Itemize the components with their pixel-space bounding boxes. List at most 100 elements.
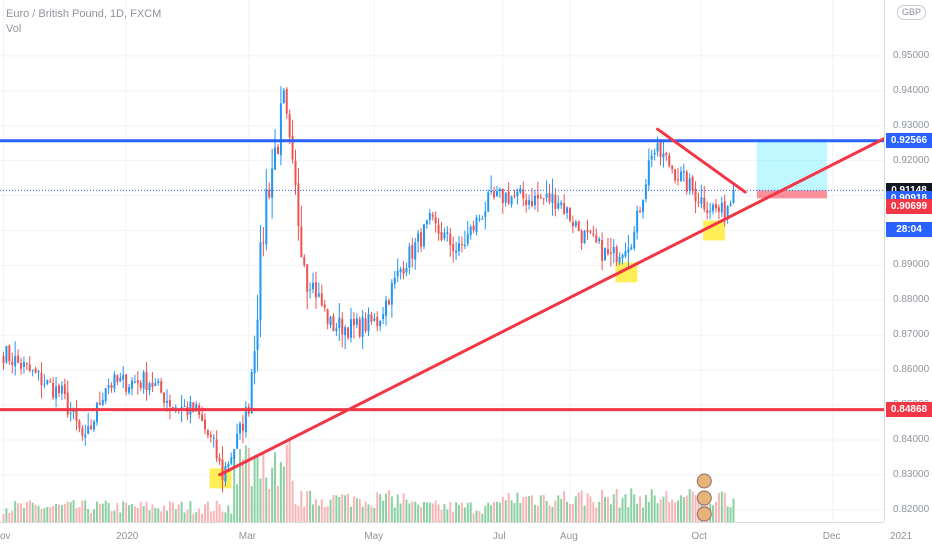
candle-body <box>536 194 539 199</box>
volume-bar <box>463 507 466 522</box>
volume-bar <box>90 512 93 522</box>
price-tick-label: 0.86000 <box>893 364 930 376</box>
volume-bar <box>425 502 428 522</box>
candle-body <box>55 386 58 399</box>
candle-body <box>688 178 691 191</box>
volume-bar <box>20 503 23 522</box>
candle <box>31 369 34 377</box>
candle-body <box>732 190 735 203</box>
candle <box>668 152 671 168</box>
volume-bar <box>510 500 513 522</box>
chart-area[interactable]: Euro / British Pound, 1D, FXCM Vol <box>0 0 884 522</box>
candle-body <box>563 203 566 214</box>
volume-bar <box>455 502 458 522</box>
candle <box>166 389 169 412</box>
candle-body <box>533 195 536 206</box>
time-axis[interactable]: ov 2020 Mar May Jul Aug Oct Dec 2021 <box>0 522 912 551</box>
candle <box>387 298 390 306</box>
volume-bar <box>8 512 11 522</box>
volume-bar <box>279 461 282 522</box>
volume-bar <box>271 467 274 522</box>
candle <box>98 391 101 406</box>
candle <box>557 195 560 211</box>
volume-bar <box>49 507 52 522</box>
candle <box>390 279 393 318</box>
candle <box>11 352 14 374</box>
candle-body <box>110 385 113 388</box>
volume-bar <box>163 505 166 522</box>
candle-body <box>685 171 688 192</box>
price-tick-label: 0.84000 <box>893 433 930 445</box>
candle <box>151 372 154 393</box>
currency-badge[interactable]: GBP <box>897 5 927 20</box>
candle-body <box>28 364 31 371</box>
candle <box>379 320 382 332</box>
highlight-box <box>703 220 726 241</box>
volume-bar <box>434 500 437 522</box>
volume-bar <box>233 456 236 522</box>
candle-body <box>154 383 157 386</box>
candle <box>568 207 571 223</box>
candle <box>317 282 320 298</box>
volume-bar <box>95 501 98 522</box>
candle <box>411 237 414 268</box>
candle-body <box>516 191 519 197</box>
volume-bar <box>624 494 627 522</box>
candle <box>566 206 569 219</box>
candle-body <box>303 257 306 266</box>
volume-bar <box>440 510 443 522</box>
price-chart-svg[interactable] <box>0 0 884 522</box>
candle <box>709 202 712 220</box>
candle-body <box>212 437 215 439</box>
candle <box>431 211 434 221</box>
candle-body <box>95 402 98 423</box>
candle-body <box>116 375 119 382</box>
time-tick-label: 2021 <box>889 531 913 542</box>
volume-bar <box>420 507 423 522</box>
volume-bar <box>525 496 528 522</box>
volume-bar <box>297 505 300 522</box>
candle-body <box>98 402 101 405</box>
candle-body <box>583 230 586 244</box>
candle <box>425 219 428 229</box>
candle-body <box>487 192 490 212</box>
volume-bar <box>714 501 717 522</box>
candle-body <box>414 242 417 260</box>
candle-body <box>355 318 358 325</box>
candle <box>268 182 271 200</box>
candle-body <box>542 197 545 199</box>
volume-bar <box>209 511 212 522</box>
volume-bar <box>236 484 239 522</box>
volume-bar <box>668 501 671 522</box>
candle-body <box>376 316 379 327</box>
candle-body <box>417 233 420 242</box>
candle <box>259 225 262 338</box>
candle-body <box>130 380 133 389</box>
candle <box>554 188 557 217</box>
candle-body <box>358 319 361 337</box>
candle-body <box>636 210 639 233</box>
volume-bar <box>685 495 688 522</box>
candle <box>458 236 461 256</box>
candle <box>615 244 618 267</box>
volume-bar <box>566 501 569 522</box>
volume-bar <box>396 494 399 522</box>
candle-body <box>697 202 700 204</box>
volume-bar <box>405 499 408 522</box>
volume-bar <box>166 510 169 522</box>
candle <box>396 258 399 283</box>
volume-bar <box>358 499 361 522</box>
candle <box>274 129 277 170</box>
volume-bar <box>329 499 332 522</box>
volume-bar <box>57 504 60 522</box>
volume-bar <box>347 493 350 522</box>
price-axis[interactable]: GBP 0.950000.940000.930000.920000.910000… <box>884 0 932 522</box>
candle <box>128 383 131 395</box>
candle-body <box>475 217 478 232</box>
candle-body <box>425 220 428 225</box>
volume-bar <box>84 500 87 522</box>
volume-bar <box>66 501 69 522</box>
candle <box>475 214 478 236</box>
candle-body <box>717 207 720 212</box>
volume-bar <box>379 494 382 522</box>
